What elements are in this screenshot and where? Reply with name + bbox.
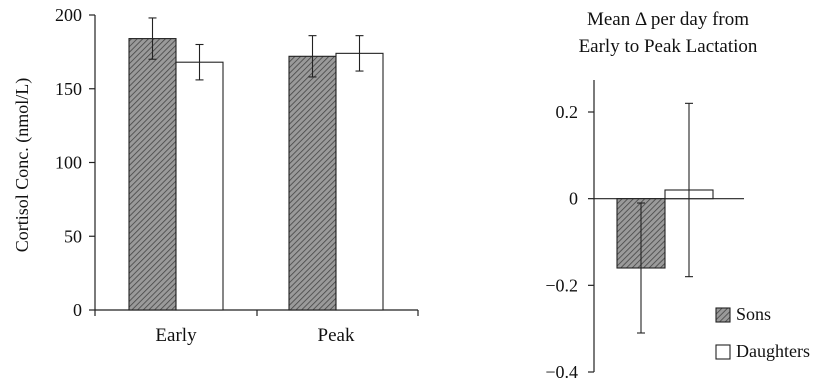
right-panel: −0.4 −0.2 0 0.2 Mean Δ per day from Early to … — [545, 9, 810, 382]
right-y-tick-label: −0.2 — [545, 275, 578, 295]
legend-swatch-sons — [715, 307, 731, 323]
right-title-line: Early to Peak Lactation — [579, 36, 758, 57]
right-title-line: Mean Δ per day from — [587, 9, 749, 30]
legend-label: Sons — [736, 304, 771, 324]
left-panel: 0 50 100 150 200 Early Peak Cortisol Conc. (nmo… — [12, 5, 419, 346]
right-y-tick-label: 0.2 — [556, 102, 579, 122]
left-bar — [175, 61, 224, 311]
left-y-tick-label: 50 — [64, 226, 82, 246]
left-bar — [335, 52, 384, 311]
legend-label: Daughters — [736, 341, 810, 361]
right-y-tick-label: −0.4 — [545, 362, 578, 382]
left-x-tick-label: Early — [155, 325, 197, 346]
left-x-tick-label: Peak — [318, 325, 355, 346]
left-bar — [288, 55, 337, 311]
left-y-tick-label: 200 — [55, 5, 82, 25]
right-y-tick-label: 0 — [569, 189, 578, 209]
left-y-tick-label: 0 — [73, 300, 82, 320]
left-bar — [128, 38, 177, 311]
left-y-tick-label: 150 — [55, 79, 82, 99]
legend-swatch-daughters — [715, 344, 731, 360]
left-y-axis-label: Cortisol Conc. (nmol/L) — [12, 78, 33, 253]
left-y-tick-label: 100 — [55, 153, 82, 173]
